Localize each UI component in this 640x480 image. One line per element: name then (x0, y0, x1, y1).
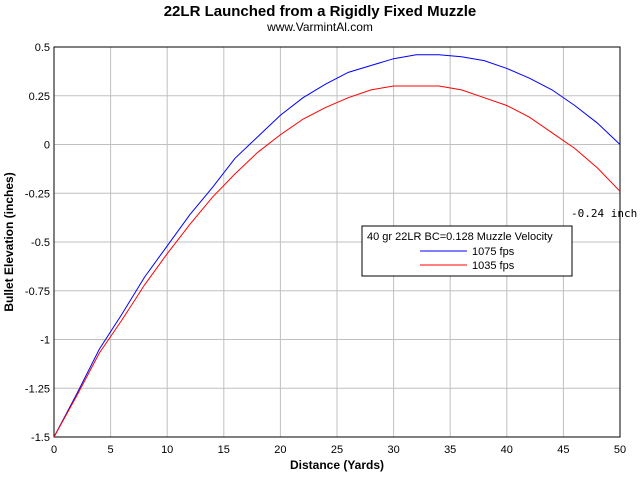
series-line-1075-fps (53, 54, 621, 438)
legend-title: 40 gr 22LR BC=0.128 Muzzle Velocity (367, 231, 553, 243)
y-tick-label: -1.5 (31, 432, 50, 444)
chart-title: 22LR Launched from a Rigidly Fixed Muzzl… (164, 3, 477, 20)
x-tick-label: 40 (501, 444, 513, 456)
x-tick-label: 0 (51, 444, 57, 456)
x-tick-label: 15 (218, 444, 230, 456)
x-tick-label: 50 (614, 444, 626, 456)
chart-subtitle: www.VarmintAl.com (266, 20, 373, 34)
x-tick-label: 20 (274, 444, 286, 456)
x-tick-label: 35 (444, 444, 456, 456)
y-tick-label: -1.25 (25, 383, 50, 395)
x-tick-label: 30 (387, 444, 399, 456)
series-line-1035-fps (53, 85, 621, 438)
x-axis-label: Distance (Yards) (290, 458, 384, 472)
y-tick-label: 0.5 (35, 42, 50, 54)
legend: 40 gr 22LR BC=0.128 Muzzle Velocity 1075… (361, 225, 573, 277)
x-axis-ticks: 0 5 10 15 20 25 30 35 40 45 50 (51, 444, 626, 456)
y-tick-label: 0 (44, 140, 50, 152)
legend-label-1035: 1035 fps (472, 260, 515, 272)
x-tick-label: 10 (161, 444, 173, 456)
plot-area (53, 46, 621, 438)
legend-label-1075: 1075 fps (472, 246, 515, 258)
y-axis-ticks: 0.5 0.25 0 -0.25 -0.5 -0.75 -1 -1.25 -1.5 (25, 42, 50, 444)
series-group (53, 54, 621, 438)
y-tick-label: 0.25 (29, 91, 50, 103)
y-tick-label: -0.25 (25, 188, 50, 200)
y-axis-label: Bullet Elevation (inches) (2, 172, 16, 311)
y-tick-label: -0.75 (25, 286, 50, 298)
end-drop-annotation: -0.24 inch (571, 207, 637, 220)
x-tick-label: 45 (557, 444, 569, 456)
x-tick-label: 5 (108, 444, 114, 456)
y-tick-label: -0.5 (31, 237, 50, 249)
x-tick-label: 25 (331, 444, 343, 456)
y-tick-label: -1 (40, 335, 50, 347)
